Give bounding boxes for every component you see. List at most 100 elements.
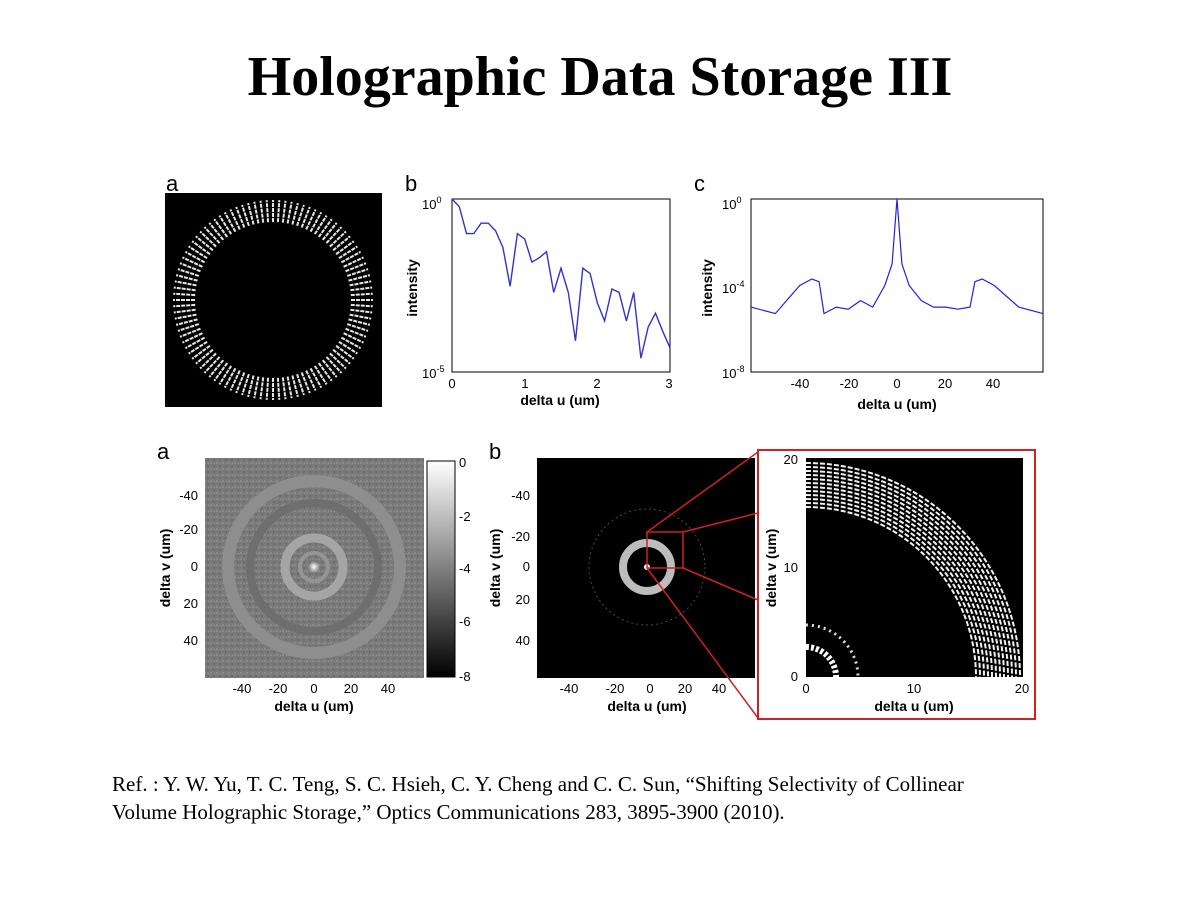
reference-line-2: Volume Holographic Storage,” Optics Comm…: [112, 800, 785, 824]
ring-dash: [348, 274, 371, 282]
ring-dash: [265, 200, 270, 223]
ring-dash: [332, 235, 351, 252]
arc-stripe: [805, 462, 1021, 678]
xtick-inset-1: 10: [907, 681, 921, 696]
yticks-top-b: 100 10-5: [422, 195, 444, 381]
xtick-ba-4: 40: [381, 681, 395, 696]
xtick-b-2: 2: [593, 376, 600, 391]
ring-dash: [177, 323, 200, 332]
ring-dash: [343, 256, 364, 268]
ring-dash: [179, 327, 201, 338]
zoom-line-4: [646, 567, 759, 719]
xtick-bb-0: -40: [560, 681, 579, 696]
center-spot: [308, 561, 320, 573]
zoom-line-3: [682, 567, 759, 601]
cbar-tick-4: -8: [459, 669, 471, 684]
ring-dash: [175, 318, 198, 326]
chart-top-c: 100 10-4 10-8 -40 -20 0 20 40 delta u (u…: [699, 195, 1044, 412]
ring-dash: [325, 226, 343, 244]
ring-dash: [313, 365, 328, 385]
ring-dash: [177, 268, 200, 277]
ytick-bb-2: 0: [523, 559, 530, 574]
ring-dash: [223, 211, 237, 233]
ring-dash: [229, 370, 241, 391]
arc-stripe: [805, 498, 985, 678]
ring-dash: [343, 332, 364, 344]
ring-dash: [184, 336, 206, 350]
xtick-c-4: 40: [986, 376, 1000, 391]
xtick-b-0: 0: [448, 376, 455, 391]
xticks-top-c: -40 -20 0 20 40: [791, 376, 1001, 391]
ring-dash: [300, 372, 311, 394]
ring-dash: [191, 240, 211, 256]
panel-letter-a-bottom: a: [157, 439, 170, 464]
ring-dash: [281, 377, 287, 400]
center-ring: [298, 551, 330, 583]
ring-dash: [291, 202, 299, 225]
xtick-c-0: -40: [791, 376, 810, 391]
ring-dash: [235, 206, 246, 228]
ring-dash: [195, 348, 214, 365]
ytick-bb-1: -20: [511, 529, 530, 544]
xtick-c-2: 0: [893, 376, 900, 391]
inset-arc-stripes: [805, 462, 1021, 678]
arc-stripe: [805, 466, 1017, 678]
ring-dash: [309, 367, 323, 389]
middle-ring: [246, 499, 382, 635]
ring-dash: [335, 344, 355, 360]
panel-letter-b-bottom: b: [489, 439, 502, 464]
ring-dash: [291, 375, 299, 398]
ring-dash: [247, 375, 255, 398]
ylabel-top-b: intensity: [404, 259, 420, 317]
xtick-ba-3: 20: [344, 681, 358, 696]
ring-dash: [174, 280, 197, 287]
ring-dash: [191, 344, 211, 360]
ring-dash: [286, 376, 293, 399]
arc-stripe: [805, 506, 977, 678]
ring-dash: [195, 235, 214, 252]
ytick-inset-1: 10: [784, 560, 798, 575]
ring-dash: [350, 308, 373, 314]
reference-citation: Ref. : Y. W. Yu, T. C. Teng, S. C. Hsieh…: [112, 770, 1112, 826]
ring-dash: [345, 327, 367, 338]
ring-dash: [281, 200, 287, 223]
arc-stripe: [805, 482, 1001, 678]
image-bottom-a: 0 -2 -4 -6 -8 -40 -20 0 20 40 -40 -20 0 …: [157, 455, 471, 714]
ring-dash: [325, 356, 343, 374]
ring-dash: [296, 204, 305, 227]
outer-ring: [222, 475, 406, 659]
ring-dash: [173, 308, 196, 314]
colorbar: [426, 460, 456, 678]
ring-dash: [203, 226, 221, 244]
xlabel-inset: delta u (um): [874, 698, 953, 714]
ring-dash: [329, 352, 347, 370]
ring-dash: [317, 362, 333, 382]
arc-stripe: [805, 502, 981, 678]
xlabel-bottom-b: delta u (um): [607, 698, 686, 714]
ring-dash: [173, 292, 196, 297]
arc-stripe: [805, 494, 989, 678]
ring-dashes: [173, 200, 373, 400]
ring-dash: [350, 303, 373, 308]
ring-dash: [345, 262, 367, 273]
panel-letter-c-top: c: [694, 171, 705, 196]
ytick-c-1: 10-4: [722, 279, 744, 296]
ring-dash: [321, 359, 338, 378]
ring-dash: [276, 377, 281, 400]
xtick-inset-0: 0: [802, 681, 809, 696]
ring-dash: [184, 250, 206, 264]
ring-dash: [223, 367, 237, 389]
panel-letter-b-top: b: [405, 171, 418, 196]
ring-dash: [305, 209, 317, 230]
series-line-top-b: [451, 198, 671, 359]
ring-dash: [218, 365, 233, 385]
xtick-bb-1: -20: [606, 681, 625, 696]
ring-dash: [350, 292, 373, 297]
ring-dash: [332, 348, 351, 365]
ring-dash: [247, 202, 255, 225]
xtick-b-3: 3: [665, 376, 672, 391]
ytick-ba-1: -20: [179, 522, 198, 537]
cbar-tick-2: -4: [459, 561, 471, 576]
ring-dash: [213, 218, 229, 238]
